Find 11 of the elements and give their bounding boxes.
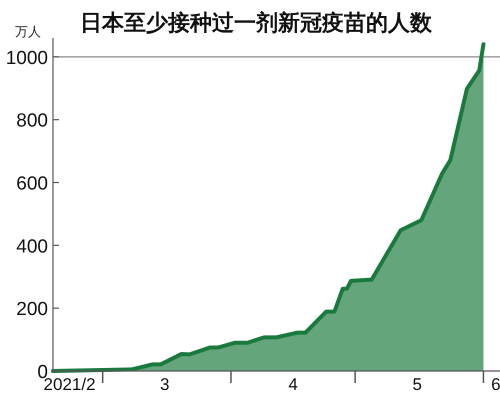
- y-tick-label: 400: [16, 236, 48, 258]
- y-tick-label: 800: [16, 110, 48, 132]
- y-tick-label: 200: [16, 299, 48, 320]
- y-tick-label: 600: [16, 174, 48, 195]
- chart-title: 日本至少接种过一剂新冠疫苗的人数: [80, 10, 433, 35]
- x-tick-label: 5: [412, 375, 422, 394]
- y-axis-title: 万人: [15, 24, 41, 39]
- y-tick-label: 1000: [6, 48, 48, 69]
- x-tick-label: 6: [491, 375, 500, 394]
- x-tick-label: 4: [288, 375, 298, 394]
- x-tick-label: 3: [160, 375, 170, 394]
